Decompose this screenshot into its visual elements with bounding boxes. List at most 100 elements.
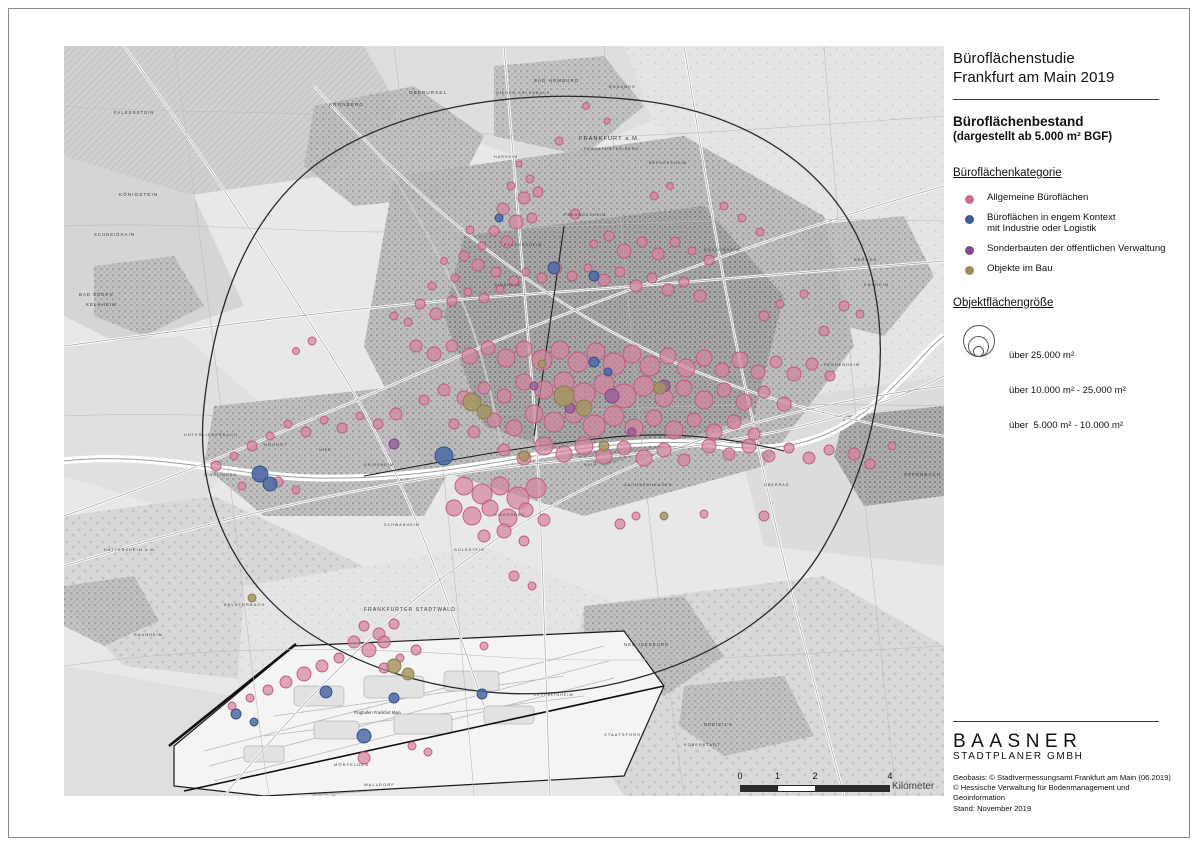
office-circle-pink[interactable] — [722, 447, 736, 461]
office-circle-pink[interactable] — [799, 289, 809, 299]
office-circle-pink[interactable] — [757, 385, 771, 399]
office-circle-pink[interactable] — [389, 407, 403, 421]
office-circle-pink[interactable] — [448, 418, 460, 430]
office-circle-pink[interactable] — [347, 635, 361, 649]
office-circle-pink[interactable] — [490, 476, 510, 496]
office-circle-pink[interactable] — [445, 499, 463, 517]
office-circle-pink[interactable] — [319, 415, 329, 425]
office-circle-pink[interactable] — [508, 275, 520, 287]
office-circle-pink[interactable] — [496, 202, 510, 216]
office-circle-pink[interactable] — [705, 423, 723, 441]
office-circle-pink[interactable] — [517, 191, 531, 205]
office-circle-blue[interactable] — [603, 367, 613, 377]
office-circle-pink[interactable] — [526, 212, 538, 224]
office-circle-pink[interactable] — [458, 250, 470, 262]
office-circle-pink[interactable] — [525, 477, 547, 499]
office-circle-pink[interactable] — [847, 447, 861, 461]
office-circle-pink[interactable] — [758, 310, 770, 322]
office-circle-pink[interactable] — [701, 438, 717, 454]
office-circle-olive[interactable] — [386, 658, 402, 674]
office-circle-pink[interactable] — [440, 257, 448, 265]
office-circle-pink[interactable] — [423, 747, 433, 757]
office-circle-purple[interactable] — [388, 438, 400, 450]
office-circle-pink[interactable] — [635, 449, 653, 467]
office-circle-pink[interactable] — [418, 394, 430, 406]
office-circle-olive[interactable] — [476, 404, 492, 420]
office-circle-pink[interactable] — [614, 266, 626, 278]
office-circle-pink[interactable] — [279, 675, 293, 689]
office-circle-pink[interactable] — [389, 311, 399, 321]
office-circle-pink[interactable] — [805, 357, 819, 371]
office-circle-pink[interactable] — [887, 441, 897, 451]
office-circle-pink[interactable] — [676, 358, 696, 378]
office-circle-pink[interactable] — [603, 405, 625, 427]
office-circle-olive[interactable] — [553, 385, 575, 407]
office-circle-olive[interactable] — [659, 511, 669, 521]
office-circle-pink[interactable] — [747, 427, 761, 441]
office-circle-pink[interactable] — [465, 225, 475, 235]
office-circle-pink[interactable] — [292, 347, 300, 355]
office-circle-pink[interactable] — [631, 511, 641, 521]
office-circle-pink[interactable] — [496, 348, 516, 368]
office-circle-blue[interactable] — [249, 717, 259, 727]
office-circle-olive[interactable] — [462, 392, 482, 412]
office-circle-pink[interactable] — [651, 247, 665, 261]
office-circle-pink[interactable] — [300, 426, 312, 438]
office-circle-pink[interactable] — [480, 340, 496, 356]
office-circle-pink[interactable] — [333, 652, 345, 664]
office-circle-pink[interactable] — [525, 174, 535, 184]
office-circle-pink[interactable] — [687, 246, 697, 256]
map-canvas[interactable]: KRONBERG OBERURSEL BAD HOMBURG KÖNIGSTEIN FA… — [64, 46, 944, 796]
office-circle-olive[interactable] — [575, 399, 593, 417]
office-circle-pink[interactable] — [488, 225, 500, 237]
office-circle-pink[interactable] — [629, 279, 643, 293]
office-circle-pink[interactable] — [508, 214, 524, 230]
office-circle-pink[interactable] — [802, 451, 816, 465]
office-circle-blue[interactable] — [434, 446, 454, 466]
office-circle-pink[interactable] — [414, 298, 426, 310]
office-circle-pink[interactable] — [410, 644, 422, 656]
office-circle-pink[interactable] — [664, 420, 684, 440]
office-circle-pink[interactable] — [666, 182, 674, 190]
office-circle-pink[interactable] — [518, 535, 530, 547]
office-circle-pink[interactable] — [388, 618, 400, 630]
office-circle-pink[interactable] — [589, 239, 599, 249]
office-circle-pink[interactable] — [758, 510, 770, 522]
office-circle-pink[interactable] — [506, 181, 516, 191]
office-circle-blue[interactable] — [588, 356, 600, 368]
office-circle-pink[interactable] — [486, 412, 502, 428]
office-circle-pink[interactable] — [750, 364, 766, 380]
office-circle-pink[interactable] — [521, 267, 531, 277]
office-circle-pink[interactable] — [597, 273, 611, 287]
office-circle-pink[interactable] — [246, 440, 258, 452]
office-circle-pink[interactable] — [550, 340, 570, 360]
office-circle-blue[interactable] — [494, 213, 504, 223]
office-circle-pink[interactable] — [536, 272, 548, 284]
office-circle-pink[interactable] — [336, 422, 348, 434]
office-circle-pink[interactable] — [693, 289, 707, 303]
office-circle-pink[interactable] — [776, 396, 792, 412]
office-circle-pink[interactable] — [726, 414, 742, 430]
office-circle-pink[interactable] — [477, 529, 491, 543]
office-circle-pink[interactable] — [471, 483, 493, 505]
office-circle-pink[interactable] — [661, 283, 675, 297]
office-circle-pink[interactable] — [838, 300, 850, 312]
office-space-circles[interactable] — [210, 102, 897, 797]
office-circle-pink[interactable] — [678, 276, 690, 288]
office-circle-pink[interactable] — [427, 281, 437, 291]
office-circle-pink[interactable] — [481, 499, 499, 517]
office-circle-pink[interactable] — [262, 684, 274, 696]
office-circle-pink[interactable] — [355, 411, 365, 421]
office-circle-blue[interactable] — [547, 261, 561, 275]
office-circle-pink[interactable] — [622, 344, 642, 364]
office-circle-pink[interactable] — [741, 438, 757, 454]
office-circle-pink[interactable] — [479, 641, 489, 651]
office-circle-pink[interactable] — [646, 272, 658, 284]
office-circle-pink[interactable] — [496, 523, 512, 539]
office-circle-pink[interactable] — [283, 419, 293, 429]
office-circle-pink[interactable] — [454, 476, 474, 496]
office-circle-pink[interactable] — [478, 292, 490, 304]
office-circle-pink[interactable] — [534, 436, 554, 456]
office-circle-pink[interactable] — [855, 309, 865, 319]
office-circle-pink[interactable] — [636, 236, 648, 248]
